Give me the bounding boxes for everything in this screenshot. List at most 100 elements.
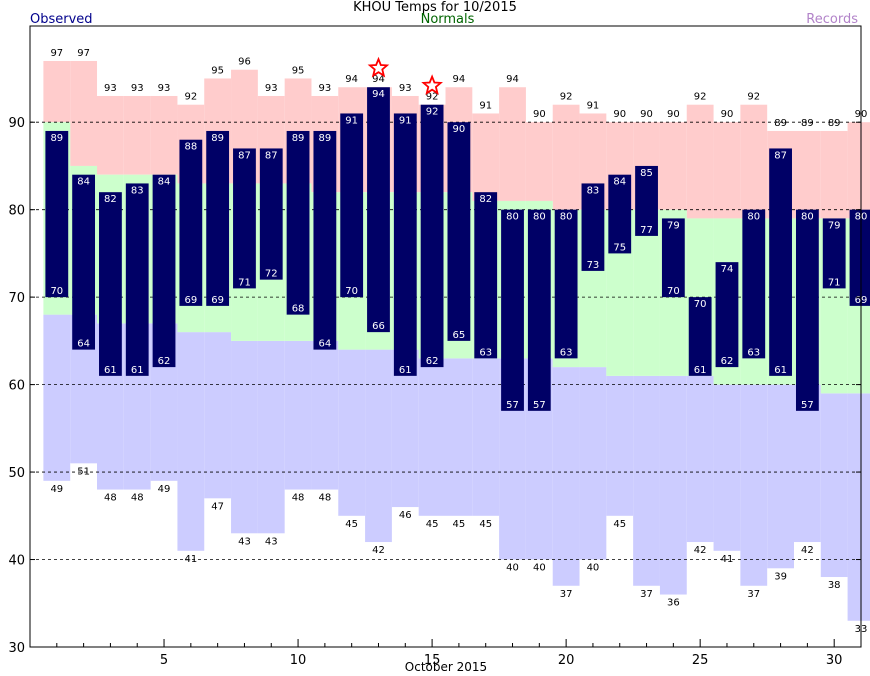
observed-low-label-day-8: 71: [238, 277, 251, 288]
record-low-band-day-31: [847, 393, 870, 621]
record-low-band-day-26: [713, 384, 741, 551]
observed-bar-day-11: [313, 130, 337, 350]
record-low-label-day-27: 37: [747, 589, 760, 600]
observed-high-label-day-27: 80: [747, 212, 760, 223]
record-low-label-day-25: 42: [694, 545, 707, 556]
observed-low-label-day-12: 70: [345, 286, 358, 297]
record-low-band-day-10: [284, 340, 312, 490]
observed-high-label-day-19: 80: [533, 212, 546, 223]
observed-low-label-day-6: 69: [184, 295, 197, 306]
x-tick-label-30: 30: [826, 653, 843, 668]
record-high-label-day-7: 95: [211, 65, 224, 76]
record-low-band-day-7: [204, 332, 232, 499]
legend-normals: Normals: [420, 12, 475, 27]
observed-low-label-day-23: 77: [640, 225, 653, 236]
observed-low-label-day-15: 62: [426, 356, 439, 367]
record-low-label-day-4: 48: [131, 493, 144, 504]
record-high-label-day-23: 90: [640, 109, 653, 120]
chart-title: KHOU Temps for 10/2015: [353, 0, 517, 15]
record-low-band-day-22: [606, 375, 634, 516]
record-high-band-day-17: [472, 113, 500, 201]
record-high-label-day-14: 93: [399, 83, 412, 94]
observed-bar-day-13: [367, 87, 390, 333]
value-labels: 89 70 97 49 84 64 97 51 82 61 93 48 83 61 93 48 84 62 93 49…: [50, 48, 867, 635]
plot-frame: [29, 25, 862, 648]
observed-low-label-day-14: 61: [399, 365, 412, 376]
record-low-band-day-16: [445, 358, 473, 516]
observed-high-label-day-16: 90: [453, 124, 466, 135]
record-high-label-day-9: 93: [265, 83, 278, 94]
observed-low-label-day-3: 61: [104, 365, 117, 376]
record-low-label-day-22: 45: [613, 519, 626, 530]
observed-high-label-day-21: 83: [587, 185, 600, 196]
observed-high-label-day-9: 87: [265, 150, 278, 161]
observed-low-label-day-13: 66: [372, 321, 385, 332]
y-tick-label-30: 30: [8, 641, 25, 656]
record-high-band-day-20: [552, 104, 580, 210]
legend-observed: Observed: [30, 12, 93, 27]
observed-bar-day-14: [393, 113, 417, 376]
observed-low-label-day-2: 64: [77, 339, 90, 350]
observed-bar-day-8: [233, 148, 256, 289]
record-high-band-day-25: [686, 104, 714, 219]
observed-bar-day-17: [474, 192, 498, 359]
observed-high-label-day-20: 80: [560, 212, 573, 223]
axes: 30 40 50 60 70 80 90 5 10 15 20 25 30: [8, 25, 862, 668]
record-low-band-day-21: [579, 367, 607, 560]
y-tick-label-70: 70: [8, 291, 25, 306]
record-low-band-day-13: [365, 349, 392, 543]
observed-high-label-day-30: 79: [828, 220, 841, 231]
record-high-band-day-27: [740, 104, 768, 219]
normal-band-day-23: [633, 209, 660, 376]
observed-high-label-day-3: 82: [104, 194, 117, 205]
observed-bar-day-28: [769, 148, 792, 376]
record-low-label-day-9: 43: [265, 536, 278, 547]
record-bands: [43, 60, 870, 621]
observed-low-label-day-18: 57: [506, 400, 519, 411]
observed-bar-day-7: [206, 130, 230, 306]
record-low-band-day-1: [43, 314, 71, 481]
observed-high-label-day-17: 82: [479, 194, 492, 205]
observed-bar-day-3: [99, 192, 122, 376]
observed-bar-day-20: [554, 209, 578, 359]
record-high-band-day-31: [847, 122, 870, 219]
observed-low-label-day-28: 61: [774, 365, 787, 376]
observed-low-label-day-21: 73: [587, 260, 600, 271]
record-high-label-day-4: 93: [131, 83, 144, 94]
observed-low-label-day-20: 63: [560, 347, 573, 358]
record-low-band-day-23: [633, 375, 660, 586]
record-low-band-day-30: [820, 393, 848, 578]
record-low-band-day-25: [686, 375, 714, 543]
observed-bar-day-9: [259, 148, 283, 280]
record-high-band-day-3: [97, 95, 124, 175]
observed-bars: [45, 87, 870, 411]
observed-low-label-day-7: 69: [211, 295, 224, 306]
observed-high-label-day-7: 89: [211, 133, 224, 144]
observed-low-label-day-22: 75: [613, 242, 626, 253]
observed-low-label-day-30: 71: [828, 277, 841, 288]
observed-low-label-day-9: 72: [265, 269, 278, 280]
record-high-label-day-17: 91: [479, 100, 492, 111]
observed-low-label-day-5: 62: [158, 356, 171, 367]
observed-low-label-day-4: 61: [131, 365, 144, 376]
record-high-label-day-18: 94: [506, 74, 519, 85]
record-high-label-day-3: 93: [104, 83, 117, 94]
observed-bar-day-22: [608, 174, 632, 254]
record-low-label-day-18: 40: [506, 563, 519, 574]
observed-high-label-day-22: 84: [613, 177, 626, 188]
record-low-band-day-24: [659, 375, 687, 595]
record-low-band-day-17: [472, 358, 500, 516]
record-high-label-day-27: 92: [747, 92, 760, 103]
record-high-band-day-18: [499, 87, 526, 201]
observed-low-label-day-16: 65: [453, 330, 466, 341]
observed-bar-day-23: [635, 165, 658, 236]
record-low-label-day-20: 37: [560, 589, 573, 600]
record-high-label-day-22: 90: [613, 109, 626, 120]
observed-low-label-day-19: 57: [533, 400, 546, 411]
observed-low-label-day-29: 57: [801, 400, 814, 411]
record-high-label-day-1: 97: [50, 48, 63, 59]
observed-high-label-day-24: 79: [667, 220, 680, 231]
observed-low-label-day-17: 63: [479, 347, 492, 358]
record-high-label-day-25: 92: [694, 92, 707, 103]
record-high-band-day-2: [70, 60, 98, 166]
